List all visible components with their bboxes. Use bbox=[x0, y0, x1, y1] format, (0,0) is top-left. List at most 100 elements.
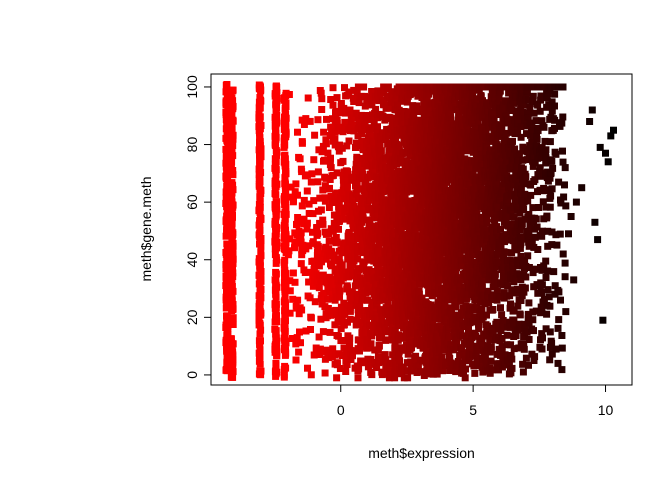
data-point bbox=[350, 98, 358, 105]
data-point bbox=[416, 175, 423, 183]
data-point bbox=[293, 334, 301, 342]
data-point bbox=[343, 142, 351, 150]
data-point bbox=[335, 225, 342, 233]
data-point bbox=[395, 145, 403, 153]
data-point bbox=[314, 230, 322, 238]
data-point bbox=[272, 171, 280, 179]
data-point bbox=[317, 315, 325, 323]
data-point bbox=[304, 94, 312, 102]
data-point bbox=[358, 130, 366, 138]
data-point bbox=[368, 371, 376, 379]
data-point bbox=[341, 310, 349, 318]
data-point bbox=[406, 290, 414, 298]
data-point bbox=[256, 330, 264, 338]
data-point bbox=[292, 340, 300, 348]
data-point bbox=[375, 246, 383, 254]
data-point bbox=[256, 346, 264, 354]
data-point bbox=[306, 294, 314, 302]
data-point bbox=[272, 166, 280, 174]
data-point bbox=[336, 365, 344, 372]
data-point bbox=[342, 215, 350, 223]
data-point bbox=[403, 98, 411, 106]
data-point bbox=[229, 368, 237, 376]
data-point bbox=[339, 249, 346, 257]
data-point bbox=[273, 89, 281, 97]
data-point bbox=[340, 125, 348, 133]
data-point bbox=[417, 368, 425, 376]
data-point bbox=[333, 94, 341, 102]
data-point bbox=[479, 291, 487, 299]
data-point bbox=[390, 187, 398, 195]
data-point bbox=[369, 168, 377, 176]
data-point bbox=[355, 99, 363, 107]
data-point bbox=[281, 256, 289, 264]
data-point bbox=[328, 279, 336, 287]
data-point bbox=[223, 290, 231, 298]
data-point bbox=[349, 122, 357, 129]
data-point bbox=[363, 192, 371, 200]
data-point bbox=[300, 220, 308, 228]
data-point bbox=[443, 314, 451, 322]
data-point bbox=[315, 284, 323, 292]
data-point bbox=[223, 312, 231, 320]
data-point bbox=[356, 205, 363, 213]
data-point bbox=[455, 283, 463, 291]
data-point bbox=[352, 144, 359, 151]
data-point bbox=[282, 114, 290, 122]
data-point bbox=[348, 212, 356, 220]
data-point bbox=[257, 97, 265, 105]
data-point bbox=[293, 239, 301, 247]
data-point bbox=[272, 364, 280, 372]
data-point bbox=[477, 298, 484, 306]
data-point bbox=[343, 361, 351, 368]
data-point bbox=[282, 190, 290, 198]
data-point bbox=[361, 121, 369, 129]
data-point bbox=[384, 104, 392, 112]
data-point bbox=[478, 276, 486, 284]
data-point bbox=[461, 356, 469, 364]
data-point bbox=[423, 140, 431, 148]
data-point bbox=[316, 351, 324, 358]
data-point bbox=[412, 212, 420, 220]
data-point bbox=[282, 196, 290, 204]
data-point bbox=[471, 190, 479, 198]
data-point bbox=[335, 255, 343, 263]
data-point bbox=[222, 232, 230, 240]
data-point bbox=[383, 336, 391, 344]
data-point bbox=[429, 370, 437, 378]
data-point bbox=[392, 361, 400, 369]
data-point bbox=[282, 232, 290, 240]
data-point bbox=[322, 174, 330, 182]
data-point bbox=[433, 231, 441, 239]
data-point bbox=[281, 215, 289, 223]
data-point bbox=[286, 235, 294, 243]
data-point bbox=[395, 314, 403, 322]
data-point bbox=[336, 287, 344, 295]
data-point bbox=[342, 175, 350, 183]
data-point bbox=[413, 223, 420, 231]
data-point bbox=[473, 102, 481, 110]
data-point bbox=[300, 121, 308, 128]
data-point bbox=[470, 187, 478, 195]
data-point bbox=[349, 114, 357, 122]
data-point bbox=[376, 153, 384, 161]
data-point bbox=[474, 346, 482, 354]
data-point bbox=[338, 315, 346, 323]
data-point bbox=[229, 131, 237, 139]
data-point bbox=[415, 290, 423, 298]
data-point bbox=[307, 314, 315, 322]
data-point bbox=[349, 261, 357, 269]
data-point bbox=[281, 173, 289, 181]
data-point bbox=[481, 355, 489, 363]
data-point bbox=[353, 296, 361, 303]
data-point bbox=[363, 280, 371, 288]
data-point bbox=[256, 258, 264, 266]
data-point bbox=[289, 269, 297, 277]
data-point bbox=[315, 333, 323, 341]
data-point bbox=[295, 348, 303, 356]
data-point bbox=[282, 270, 290, 278]
data-point bbox=[462, 302, 470, 310]
data-point bbox=[350, 233, 358, 241]
data-point bbox=[297, 229, 305, 237]
data-point bbox=[315, 262, 323, 270]
